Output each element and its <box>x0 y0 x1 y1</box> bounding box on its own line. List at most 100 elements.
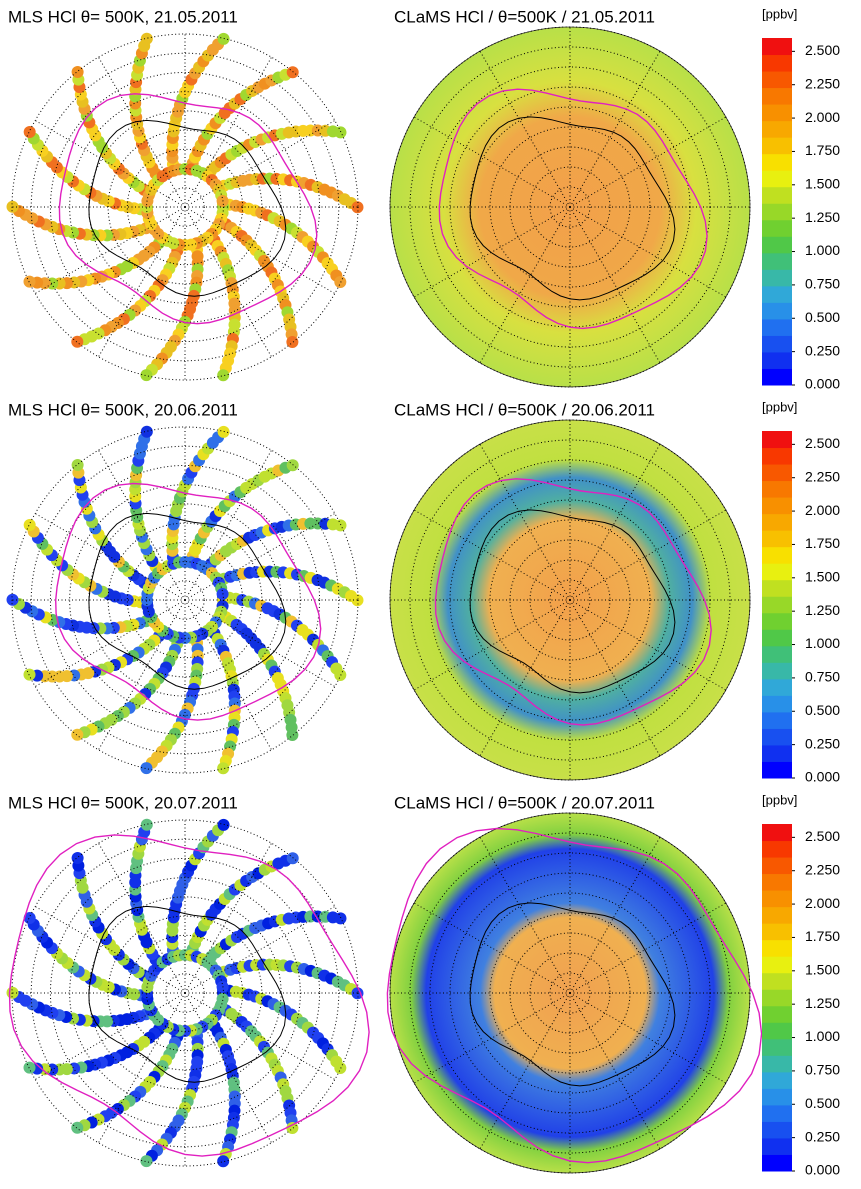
lat-circle <box>49 464 321 736</box>
colorbar-band <box>762 596 792 614</box>
track-dot <box>334 126 347 139</box>
track-dot <box>23 911 36 924</box>
track-dot <box>23 518 36 531</box>
colorbar-tick-label: 0.750 <box>805 1062 840 1078</box>
lat-circle <box>126 934 244 1052</box>
colorbar-band <box>762 956 792 974</box>
colorbar-tick-label: 0.750 <box>805 276 840 292</box>
track-dot <box>286 852 299 865</box>
colorbar-tick-label: 0.750 <box>805 669 840 685</box>
lat-circle <box>107 129 263 285</box>
colorbar-tick-label: 2.250 <box>805 861 840 877</box>
colorbar-tick-label: 2.250 <box>805 75 840 91</box>
colorbar-tick-label: 1.000 <box>805 635 840 651</box>
colorbar-band <box>762 219 792 237</box>
track-dot <box>140 762 153 775</box>
lat-circle <box>529 559 611 641</box>
meridian <box>184 599 336 687</box>
colorbar-band <box>762 645 792 663</box>
colorbar-band <box>762 923 792 941</box>
meridian <box>184 206 272 358</box>
lat-circle <box>409 46 731 368</box>
lat-circle <box>126 148 244 266</box>
meridian <box>184 992 272 1144</box>
meridian <box>34 120 186 208</box>
colorbar-band <box>762 662 792 680</box>
lat-circle <box>489 126 651 288</box>
colorbar-band <box>762 972 792 990</box>
colorbar-band <box>762 939 792 957</box>
track-dot <box>217 1155 230 1168</box>
colorbar-band <box>762 269 792 287</box>
lat-circle <box>409 832 731 1154</box>
lat-circle <box>30 838 340 1148</box>
colorbar-band <box>762 1104 792 1122</box>
colorbar-band <box>762 1071 792 1089</box>
colorbar-unit: [ppbv] <box>762 6 797 21</box>
vortex-edge <box>54 482 322 721</box>
lat-circle <box>30 52 340 362</box>
meridian <box>98 842 186 994</box>
lat-circle <box>11 426 359 774</box>
colorbar-band <box>762 87 792 105</box>
right-title: CLaMS HCl / θ=500K / 21.05.2011 <box>394 7 655 26</box>
coastline <box>88 512 287 690</box>
colorbar-band <box>762 170 792 188</box>
lat-circle <box>69 91 301 323</box>
colorbar-tick-label: 0.500 <box>805 702 840 718</box>
colorbar-band <box>762 153 792 171</box>
colorbar-tick-label: 1.500 <box>805 176 840 192</box>
track-dot <box>286 66 299 79</box>
lat-circle <box>489 519 651 681</box>
colorbar-tick-label: 1.500 <box>805 569 840 585</box>
meridian <box>184 513 336 601</box>
track-dot <box>140 818 153 831</box>
colorbar-tick-label: 2.500 <box>805 435 840 451</box>
colorbar-band <box>762 989 792 1007</box>
lat-circle <box>126 541 244 659</box>
colorbar-band <box>762 711 792 729</box>
lat-circle <box>107 522 263 678</box>
track-dot <box>334 519 347 532</box>
coastline <box>88 905 287 1083</box>
colorbar-band <box>762 38 792 56</box>
colorbar-tick-label: 0.500 <box>805 309 840 325</box>
colorbar-band <box>762 137 792 155</box>
colorbar-band <box>762 761 792 779</box>
track-dot <box>140 425 153 438</box>
lat-circle <box>549 972 591 1014</box>
colorbar-band <box>762 252 792 270</box>
track-dot <box>334 669 347 682</box>
colorbar-band <box>762 480 792 498</box>
left-title: MLS HCl θ= 500K, 21.05.2011 <box>8 7 238 26</box>
colorbar-band <box>762 1055 792 1073</box>
colorbar-tick-label: 0.250 <box>805 735 840 751</box>
meridian <box>184 56 272 208</box>
colorbar-band <box>762 71 792 89</box>
colorbar-band <box>762 236 792 254</box>
colorbar-band <box>762 629 792 647</box>
colorbar-tick-label: 0.000 <box>805 376 840 392</box>
lat-circle <box>146 561 224 639</box>
meridian <box>98 599 186 751</box>
colorbar-tick-label: 1.500 <box>805 962 840 978</box>
meridian <box>98 56 186 208</box>
colorbar-band <box>762 1137 792 1155</box>
colorbar-band <box>762 840 792 858</box>
colorbar-band <box>762 1088 792 1106</box>
right-title: CLaMS HCl / θ=500K / 20.06.2011 <box>394 400 655 419</box>
track-dot <box>140 369 153 382</box>
coastline <box>88 119 287 297</box>
colorbar-band <box>762 186 792 204</box>
colorbar-band <box>762 1121 792 1139</box>
lat-circle <box>11 819 359 1167</box>
colorbar-tick-label: 2.000 <box>805 895 840 911</box>
track-dot <box>286 728 299 741</box>
lat-circle <box>529 952 611 1034</box>
colorbar-band <box>762 318 792 336</box>
track-dot <box>71 66 84 79</box>
colorbar-band <box>762 1154 792 1172</box>
colorbar-tick-label: 2.500 <box>805 828 840 844</box>
colorbar-band <box>762 857 792 875</box>
colorbar-band <box>762 530 792 548</box>
